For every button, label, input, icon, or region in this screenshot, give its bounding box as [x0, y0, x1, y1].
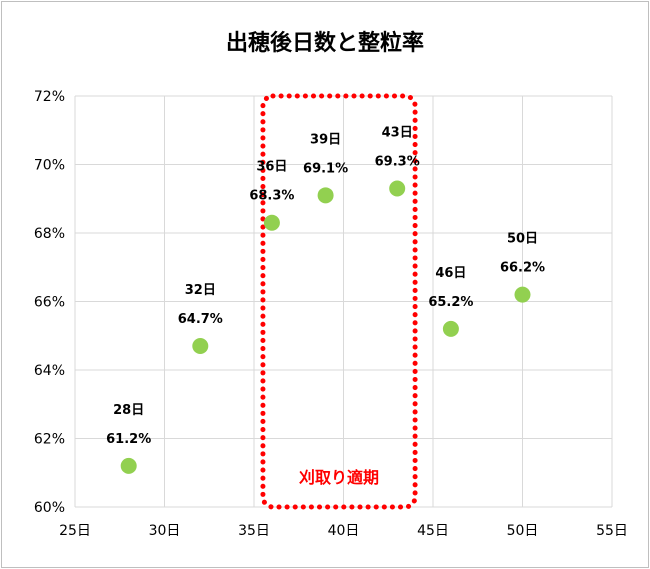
data-point: [263, 214, 280, 231]
data-point: [192, 338, 209, 355]
x-tick-label: 25日: [59, 523, 91, 539]
x-axis-ticks: 25日 30日 35日 40日 45日 50日 55日: [59, 523, 628, 539]
x-tick-label: 45日: [417, 523, 449, 539]
data-points: [120, 180, 531, 474]
y-tick-label: 60%: [34, 500, 65, 516]
data-point: [514, 286, 531, 303]
harvest-period-annotation: 刈取り適期: [260, 93, 418, 510]
data-label-value: 64.7%: [178, 312, 223, 327]
annotation-box: [260, 93, 418, 510]
y-tick-label: 62%: [34, 432, 65, 448]
y-axis-ticks: 60% 62% 64% 66% 68% 70% 72%: [34, 89, 65, 516]
data-label-day: 39日: [310, 132, 341, 147]
y-tick-label: 72%: [34, 89, 65, 105]
data-label-day: 50日: [507, 232, 538, 247]
annotation-label: 刈取り適期: [299, 468, 379, 487]
data-label-day: 43日: [382, 125, 413, 140]
grid-lines: [74, 95, 613, 508]
data-label-day: 36日: [256, 160, 287, 175]
x-tick-label: 35日: [238, 523, 270, 539]
data-point: [442, 320, 459, 337]
chart-title: 出穂後日数と整粒率: [226, 30, 424, 56]
y-tick-label: 70%: [34, 158, 65, 174]
y-tick-label: 68%: [34, 226, 65, 242]
data-label-day: 28日: [113, 403, 144, 418]
data-point: [317, 187, 334, 204]
x-tick-label: 55日: [596, 523, 628, 539]
data-label-value: 66.2%: [500, 261, 545, 276]
x-tick-label: 50日: [507, 523, 539, 539]
data-label-value: 69.3%: [375, 154, 420, 169]
data-point: [389, 180, 406, 197]
data-labels: 28日 61.2% 32日 64.7% 36日 68.3% 39日 69.1% 43日 69.3%…: [106, 125, 545, 446]
data-label-value: 61.2%: [106, 432, 151, 447]
y-tick-label: 64%: [34, 363, 65, 379]
data-point: [120, 457, 137, 474]
x-tick-label: 30日: [149, 523, 181, 539]
data-label-value: 68.3%: [249, 189, 294, 204]
x-tick-label: 40日: [328, 523, 360, 539]
y-tick-label: 66%: [34, 295, 65, 311]
data-label-day: 32日: [185, 283, 216, 298]
data-label-value: 65.2%: [428, 295, 473, 310]
data-label-day: 46日: [435, 266, 466, 281]
data-label-value: 69.1%: [303, 161, 348, 176]
